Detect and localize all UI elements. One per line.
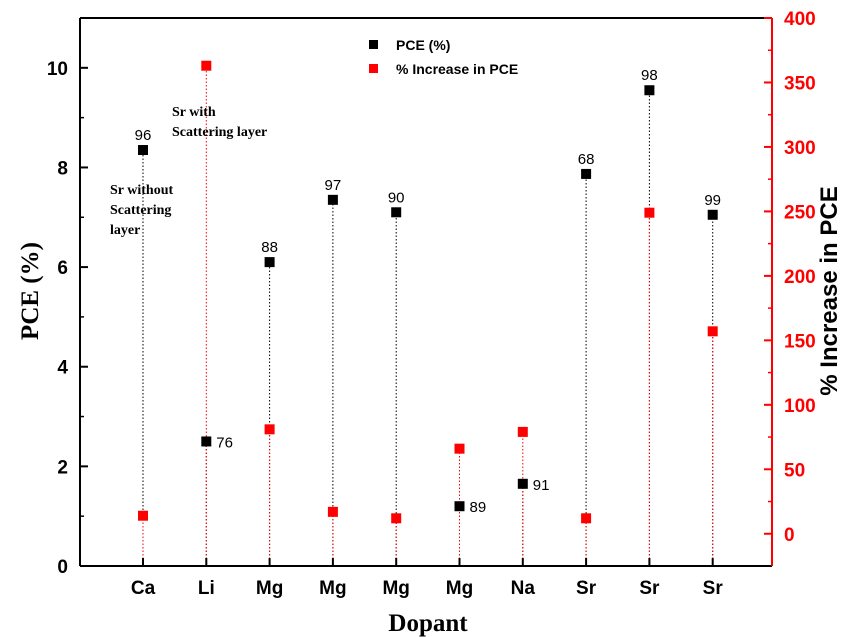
increase-point [707,326,718,337]
x-tick-label: Mg [256,578,283,599]
increase-point [138,510,148,521]
y-tick-label: 8 [57,158,68,179]
pce-point-label: 76 [216,434,233,451]
right-y-axis: 0 50 100 150 200 250 300 350 400 [764,9,816,546]
pce-point [327,194,338,205]
pce-point-label: 91 [533,477,550,494]
y2-tick-label: 300 [784,138,816,159]
y2-tick-label: 200 [784,267,816,288]
data-marks: 96 76 88 97 90 89 91 68 98 99 [135,60,721,524]
x-tick-label: Mg [319,578,346,599]
y2-tick-label: 400 [784,9,816,30]
pce-point-label: 68 [578,151,595,168]
x-tick-label: Ca [131,578,156,599]
pce-point-label: 96 [135,127,152,144]
pce-point-label: 89 [470,499,487,516]
y2-tick-label: 0 [784,525,795,546]
pce-point [264,257,275,268]
pce-point [581,168,592,179]
y2-tick-label: 100 [784,396,816,417]
pce-point [517,478,528,489]
x-axis: Ca Li Mg Mg Mg Mg Na Sr Sr Sr [131,558,723,599]
annotation-line: Scattering layer [172,125,267,140]
y2-tick-label: 50 [784,460,805,481]
annotation-line: layer [110,223,140,238]
increase-point [517,426,528,437]
pce-point [138,145,148,156]
legend-label-pce: PCE (%) [396,37,450,53]
increase-point [454,443,465,454]
x-tick-label: Li [198,578,215,599]
y-tick-label: 6 [57,258,68,279]
y-tick-label: 2 [57,457,68,478]
pce-point [201,436,212,447]
increase-point [391,513,402,524]
x-tick-label: Sr [639,578,660,599]
increase-point [644,207,655,218]
legend-marker-pce [369,40,378,49]
x-tick-label: Na [511,578,536,599]
y-axis-title: PCE (%) [17,242,44,340]
legend: PCE (%) % Increase in PCE [369,37,518,77]
y2-axis-title: % Increase in PCE [816,186,843,395]
y-tick-label: 10 [47,59,68,80]
annotation-line: Sr with [172,105,216,120]
pce-point-label: 88 [261,239,278,256]
pce-point [644,85,655,96]
pce-point-label: 98 [641,67,658,84]
increase-point [581,513,592,524]
left-y-axis: 0 2 4 6 8 10 [47,59,88,578]
annotation-sr-with-scattering: Sr with Scattering layer [172,105,267,140]
increase-point [327,506,338,517]
pce-point [707,209,718,220]
annotation-line: Scattering [110,203,171,218]
plot-frame [79,17,773,567]
y-tick-label: 0 [57,557,68,578]
x-tick-label: Mg [446,578,473,599]
legend-marker-increase [369,64,378,73]
x-tick-label: Sr [703,578,724,599]
increase-point [201,60,212,71]
y2-tick-label: 250 [784,202,816,223]
annotation-line: Sr without [110,183,173,198]
increase-point [264,424,275,435]
x-axis-title: Dopant [388,610,468,637]
annotation-sr-without-scattering: Sr without Scattering layer [110,183,173,238]
drop-lines [142,65,714,566]
x-tick-label: Mg [382,578,409,599]
y2-tick-label: 350 [784,73,816,94]
pce-point [391,207,402,218]
y2-tick-label: 150 [784,331,816,352]
pce-point-label: 99 [704,192,721,209]
pce-point [454,501,465,512]
y-tick-label: 4 [57,358,68,379]
pce-point-label: 97 [325,177,342,194]
pce-point-label: 90 [388,189,405,206]
legend-label-increase: % Increase in PCE [396,61,518,77]
x-tick-label: Sr [576,578,597,599]
